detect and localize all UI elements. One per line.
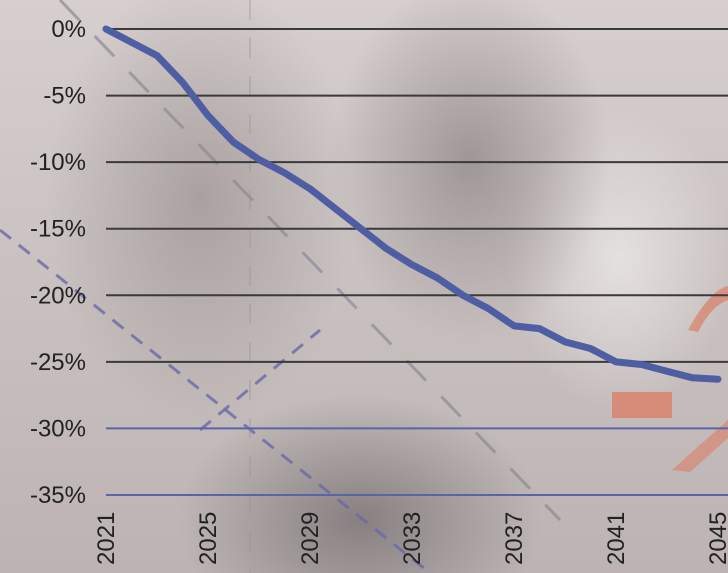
background-accent-shape: [612, 392, 672, 418]
y-tick-label: -5%: [43, 83, 86, 110]
background-dashed-line: [0, 228, 431, 573]
background-dashed-line: [199, 328, 321, 432]
y-axis-ticks: 0% -5% -10% -15% -20% -25% -30% -35%: [30, 16, 86, 509]
x-tick-label: 2025: [195, 512, 222, 565]
grid-lines: [106, 28, 728, 496]
x-tick-label: 2029: [297, 512, 324, 565]
y-tick-label: -35%: [30, 482, 86, 509]
x-tick-label: 2021: [93, 512, 120, 565]
x-axis-ticks: 2021 2025 2029 2033 2037 2041 2045: [93, 512, 728, 565]
series-group: [102, 25, 722, 383]
background-dashed-line: [58, 0, 562, 522]
y-tick-label: -15%: [30, 216, 86, 243]
x-tick-label: 2045: [705, 512, 728, 565]
y-tick-label: -30%: [30, 415, 86, 442]
y-tick-label: -20%: [30, 282, 86, 309]
y-tick-label: -10%: [30, 149, 86, 176]
background-accent-shape: [688, 286, 728, 332]
y-tick-label: -25%: [30, 349, 86, 376]
background-accent-shape: [672, 420, 728, 472]
x-tick-label: 2033: [399, 512, 426, 565]
series-line: [102, 25, 722, 383]
x-tick-label: 2037: [501, 512, 528, 565]
y-tick-label: 0%: [51, 16, 86, 43]
x-tick-label: 2041: [603, 512, 630, 565]
